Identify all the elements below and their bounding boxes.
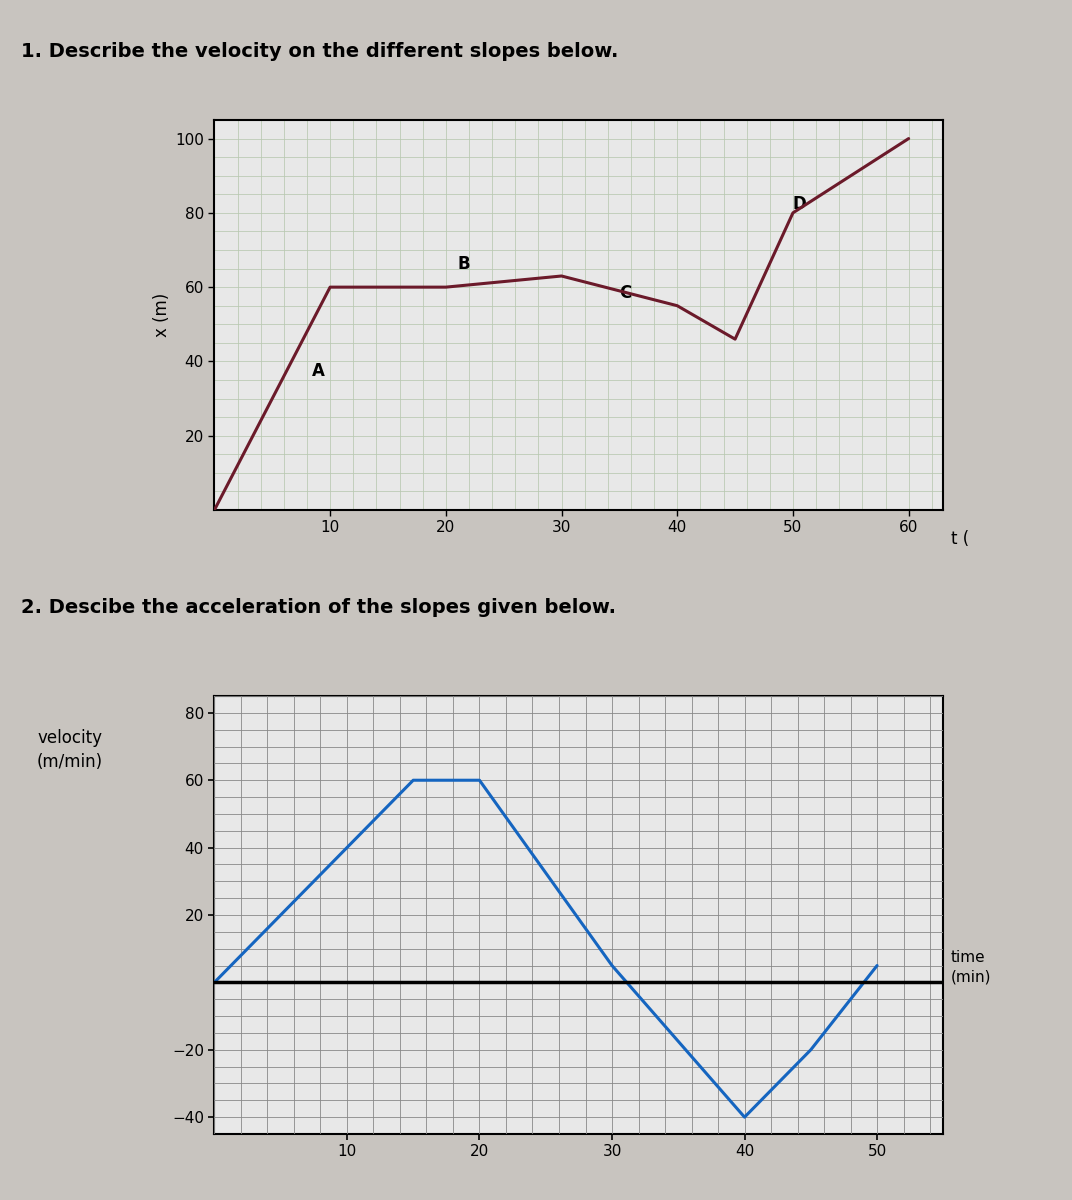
Text: time
(min): time (min) [951,950,992,985]
Text: B: B [458,254,470,272]
Text: t (: t ( [951,529,969,547]
Text: 2. Descibe the acceleration of the slopes given below.: 2. Descibe the acceleration of the slope… [21,598,616,617]
Y-axis label: x (m): x (m) [153,293,170,337]
Text: A: A [312,362,325,380]
Text: D: D [793,196,807,214]
Text: C: C [620,284,631,302]
Text: velocity: velocity [38,728,102,746]
Text: (m/min): (m/min) [36,754,103,770]
Text: 1. Describe the velocity on the different slopes below.: 1. Describe the velocity on the differen… [21,42,619,61]
